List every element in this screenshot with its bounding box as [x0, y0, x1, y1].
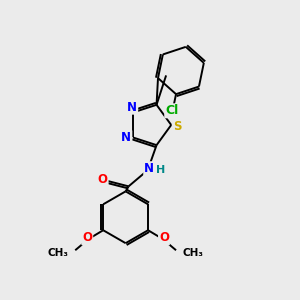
- Text: Cl: Cl: [165, 104, 178, 117]
- Text: CH₃: CH₃: [48, 248, 69, 258]
- Text: CH₃: CH₃: [182, 248, 203, 258]
- Text: O: O: [98, 173, 108, 186]
- Text: O: O: [82, 231, 92, 244]
- Text: N: N: [127, 101, 137, 114]
- Text: S: S: [173, 120, 182, 133]
- Text: O: O: [159, 231, 169, 244]
- Text: N: N: [144, 162, 154, 175]
- Text: H: H: [156, 165, 166, 175]
- Text: N: N: [122, 131, 131, 144]
